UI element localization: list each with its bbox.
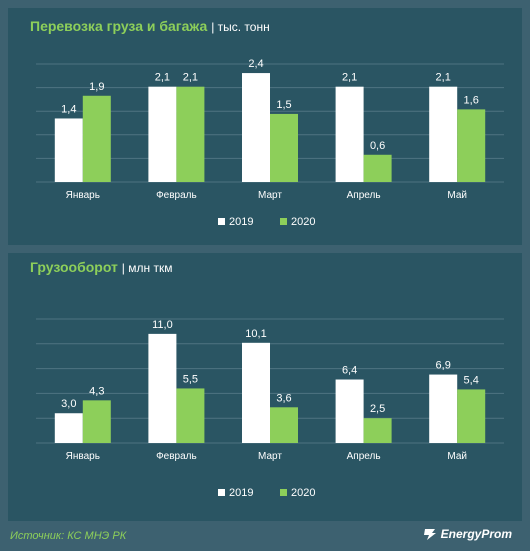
- legend-swatch: [280, 218, 287, 225]
- category-label: Январь: [66, 451, 100, 462]
- bar-2019: [335, 86, 364, 182]
- brand-logo: EnergyProm: [423, 527, 512, 541]
- legend-swatch: [218, 489, 225, 496]
- bar-2020: [176, 388, 205, 443]
- legend-swatch: [218, 218, 225, 225]
- data-label: 2,1: [342, 72, 357, 84]
- data-label: 6,9: [436, 360, 451, 372]
- bar-2020: [363, 154, 392, 182]
- energyprom-logo-icon: [423, 529, 436, 540]
- chart-panel-cargo: Перевозка груза и багажа | тыс. тонн 1,4…: [8, 8, 522, 245]
- bar-2020: [82, 95, 111, 182]
- bar-2019: [148, 86, 177, 182]
- category-label: Апрель: [347, 190, 381, 201]
- bar-2019: [335, 379, 364, 443]
- bar-2020: [363, 418, 392, 443]
- data-label: 2,1: [183, 72, 198, 84]
- chart-title-row: Перевозка груза и багажа | тыс. тонн: [30, 18, 270, 34]
- data-label: 5,5: [183, 373, 198, 385]
- data-label: 3,6: [276, 392, 291, 404]
- data-label: 2,4: [248, 58, 263, 70]
- category-label: Май: [447, 190, 467, 201]
- chart-title: Грузооборот: [30, 259, 118, 275]
- cargo-bar-chart: 1,4 1,9 Январь 2,1 2,1 Февраль 2,4 1,5 Март 2,1 0,…: [36, 58, 504, 228]
- data-label: 3,0: [61, 398, 76, 410]
- data-label: 6,4: [342, 365, 357, 377]
- category-label: Февраль: [156, 451, 197, 462]
- data-label: 4,3: [89, 385, 104, 397]
- category-label: Март: [258, 451, 282, 462]
- category-label: Февраль: [156, 190, 197, 201]
- bar-2019: [429, 374, 458, 443]
- category-label: Январь: [66, 190, 100, 201]
- category-label: Апрель: [347, 451, 381, 462]
- bar-2020: [270, 407, 298, 443]
- data-label: 1,4: [61, 103, 76, 115]
- bar-2020: [457, 389, 486, 443]
- data-label: 1,6: [464, 94, 479, 106]
- bar-2020: [82, 400, 111, 443]
- source-note: Источник: КС МНЭ РК: [10, 530, 127, 542]
- bar-2020: [270, 113, 298, 182]
- bar-2019: [429, 86, 458, 182]
- legend-label: 2020: [291, 216, 315, 228]
- bar-2020: [457, 109, 486, 182]
- chart-unit: тыс. тонн: [217, 20, 270, 34]
- chart-unit: млн ткм: [128, 261, 173, 275]
- bar-2019: [148, 333, 177, 443]
- chart-panel-turnover: Грузооборот | млн ткм 3,0 4,3 Январь 11,0 5,…: [8, 253, 522, 521]
- data-label: 0,6: [370, 140, 385, 152]
- bar-2019: [242, 73, 270, 182]
- chart-title-row: Грузооборот | млн ткм: [30, 259, 173, 275]
- legend-label: 2019: [229, 216, 253, 228]
- data-label: 11,0: [152, 319, 173, 331]
- turnover-bar-chart: 3,0 4,3 Январь 11,0 5,5 Февраль 10,1 3,6 Март 6,4…: [36, 318, 504, 499]
- data-label: 2,1: [436, 72, 451, 84]
- bar-2019: [242, 342, 270, 443]
- data-label: 5,4: [464, 374, 479, 386]
- category-label: Март: [258, 190, 282, 201]
- legend-swatch: [280, 489, 287, 496]
- data-label: 1,9: [89, 81, 104, 93]
- brand-name: EnergyProm: [440, 527, 512, 541]
- data-label: 2,1: [155, 72, 170, 84]
- bar-2019: [54, 413, 83, 443]
- data-label: 10,1: [245, 328, 266, 340]
- chart-title: Перевозка груза и багажа: [30, 18, 208, 34]
- data-label: 1,5: [276, 99, 291, 111]
- legend-label: 2019: [229, 487, 253, 499]
- data-label: 2,5: [370, 403, 385, 415]
- bar-2019: [54, 118, 83, 182]
- legend-label: 2020: [291, 487, 315, 499]
- category-label: Май: [447, 451, 467, 462]
- bar-2020: [176, 86, 205, 182]
